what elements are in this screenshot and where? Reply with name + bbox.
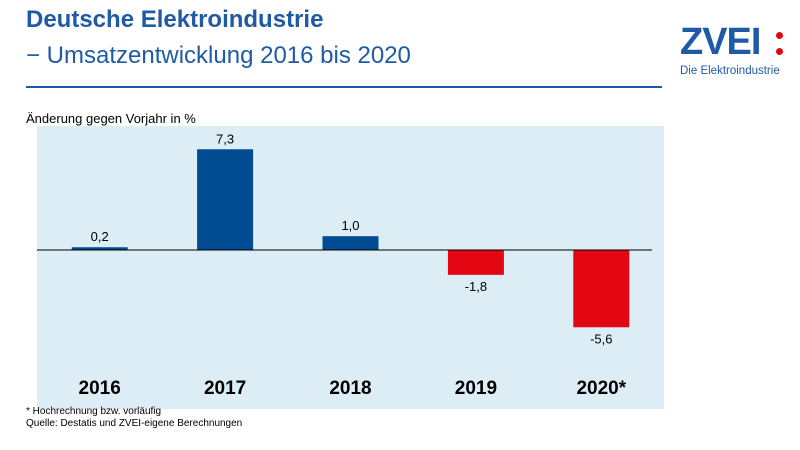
chart-title: Deutsche Elektroindustrie (26, 6, 324, 33)
footnote: * Hochrechnung bzw. vorläufig (26, 406, 162, 417)
source-note: Quelle: Destatis und ZVEI-eigene Berechn… (26, 418, 243, 429)
header-divider (26, 86, 662, 88)
bar-2018 (322, 236, 379, 250)
data-label-2016: 0,2 (91, 229, 109, 244)
y-axis-label: Änderung gegen Vorjahr in % (26, 111, 196, 126)
bar-chart: 0,2 2016 7,3 2017 1,0 2018 -1,8 2019 -5,6 2020* (37, 131, 652, 399)
x-tick-label-2017: 2017 (204, 378, 246, 399)
plot-area: 0,2 2016 7,3 2017 1,0 2018 -1,8 2019 -5,6 2020* (37, 126, 664, 409)
x-tick-label-2019: 2019 (455, 378, 497, 399)
bar-2020 (573, 250, 630, 328)
data-label-2020: -5,6 (590, 331, 612, 346)
bar-2017 (197, 149, 254, 250)
logo-tagline: Die Elektroindustrie (680, 65, 780, 77)
x-tick-label-2016: 2016 (79, 378, 121, 399)
x-tick-label-2018: 2018 (329, 378, 371, 399)
logo-dot-bottom (776, 48, 783, 55)
bar-2016 (71, 247, 128, 250)
logo-wordmark: ZVEI (680, 21, 761, 63)
logo-colon-icon (776, 30, 784, 58)
chart-subtitle: − Umsatzentwicklung 2016 bis 2020 (26, 42, 411, 69)
zvei-logo: ZVEI Die Elektroindustrie (680, 22, 788, 82)
bar-2019 (447, 250, 504, 275)
data-label-2019: -1,8 (465, 279, 487, 294)
x-tick-label-2020: 2020* (576, 378, 626, 399)
data-label-2017: 7,3 (216, 131, 234, 146)
logo-dot-top (776, 32, 783, 39)
data-label-2018: 1,0 (341, 218, 359, 233)
